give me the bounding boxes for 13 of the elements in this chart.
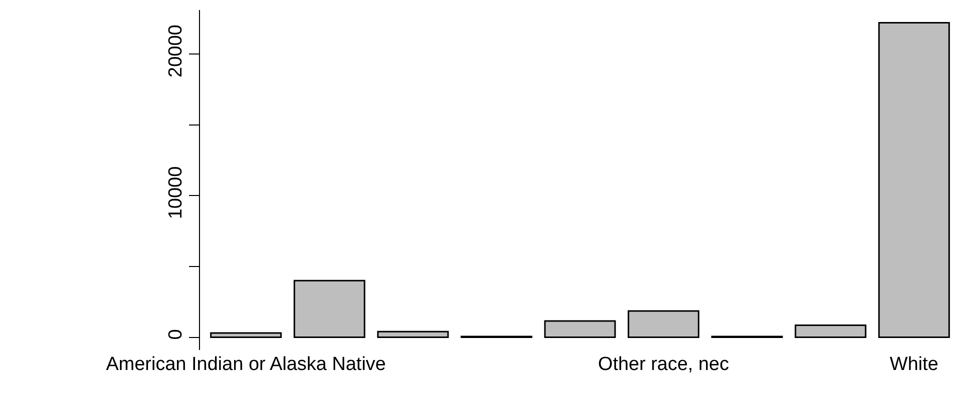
- bar: [628, 310, 700, 338]
- bar: [544, 320, 616, 338]
- y-tick-label: 10000: [165, 166, 186, 220]
- y-tick-label: 0: [165, 329, 186, 340]
- x-tick-label: American Indian or Alaska Native: [106, 354, 386, 375]
- x-tick-label: Other race, nec: [598, 354, 729, 375]
- x-tick-label: White: [890, 354, 938, 375]
- bar: [377, 330, 449, 338]
- bar: [210, 332, 282, 338]
- bar: [794, 324, 866, 338]
- bar: [878, 22, 950, 338]
- y-tick-label: 20000: [165, 24, 186, 78]
- bar: [294, 280, 366, 338]
